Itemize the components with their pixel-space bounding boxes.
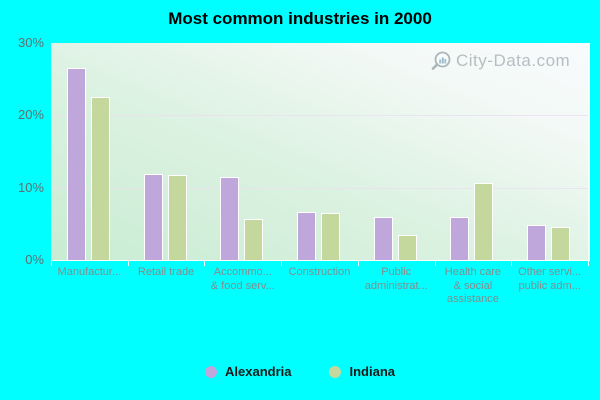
x-axis-tick — [588, 260, 589, 266]
bar-indiana-5 — [474, 182, 494, 260]
bar-alexandria-6 — [527, 225, 547, 260]
bar-indiana-1 — [167, 174, 187, 260]
legend: Alexandria Indiana — [0, 364, 600, 379]
plot-area — [51, 43, 590, 261]
y-axis-label: 0% — [25, 252, 44, 267]
x-axis-label-line: Public — [381, 266, 412, 278]
x-axis-label-line: & social — [453, 279, 493, 292]
x-axis-label: Health care & social assistance — [431, 266, 515, 307]
bar-alexandria-1 — [143, 173, 163, 260]
watermark: City-Data.com — [430, 50, 570, 72]
legend-swatch-icon — [329, 365, 342, 378]
x-axis-label: Manufactur... — [47, 266, 131, 280]
y-axis-label: 10% — [17, 179, 44, 195]
legend-label: Alexandria — [225, 364, 292, 379]
legend-label: Indiana — [349, 364, 395, 379]
legend-item-alexandria: Alexandria — [205, 364, 291, 379]
y-axis-label: 20% — [17, 107, 44, 123]
x-axis-tick — [357, 260, 359, 266]
x-axis-label: Construction — [278, 266, 362, 280]
x-axis-label-line: public adm... — [518, 279, 581, 292]
gridline-10 — [51, 187, 588, 189]
legend-swatch-icon — [205, 365, 217, 378]
x-axis-tick — [281, 260, 283, 266]
chart-title: Most common industries in 2000 — [168, 9, 432, 28]
x-axis-label: Other servi... public adm... — [508, 266, 592, 293]
y-axis-label: 30% — [17, 35, 44, 50]
x-axis-label-line: administrat... — [364, 279, 428, 292]
bar-indiana-0 — [90, 97, 110, 260]
x-axis-label: Accommo... & food serv... — [201, 266, 285, 293]
x-axis-label-line: & food serv... — [210, 279, 275, 292]
x-axis-tick — [51, 260, 52, 266]
bar-alexandria-5 — [450, 217, 470, 260]
x-axis-label: Retail trade — [124, 266, 208, 280]
bar-alexandria-2 — [220, 176, 240, 260]
x-axis-label-line: Retail trade — [137, 266, 195, 278]
x-axis-label: Public administrat... — [354, 266, 438, 293]
bar-alexandria-4 — [373, 216, 393, 260]
gridline-20 — [51, 115, 588, 117]
bar-indiana-3 — [321, 212, 340, 260]
x-axis-label-line: Other servi... — [518, 266, 582, 278]
bar-indiana-6 — [551, 226, 571, 260]
bar-indiana-4 — [397, 235, 417, 260]
legend-item-indiana: Indiana — [329, 364, 395, 379]
x-axis-label-line: Construction — [288, 266, 351, 278]
bar-indiana-2 — [244, 218, 264, 260]
magnifier-chart-icon — [430, 50, 452, 72]
watermark-text: City-Data.com — [456, 51, 571, 70]
x-axis-tick — [127, 260, 129, 266]
x-axis-label-line: Health care — [444, 266, 502, 278]
x-axis-label-line: Accommo... — [213, 266, 272, 278]
bar-alexandria-3 — [297, 211, 316, 260]
x-axis-label-line: Manufactur... — [57, 266, 122, 278]
x-axis-tick — [511, 260, 513, 266]
x-axis-tick — [434, 260, 436, 266]
x-axis-label-line: assistance — [446, 293, 499, 305]
bar-alexandria-0 — [66, 67, 86, 260]
x-axis-tick — [204, 260, 206, 266]
